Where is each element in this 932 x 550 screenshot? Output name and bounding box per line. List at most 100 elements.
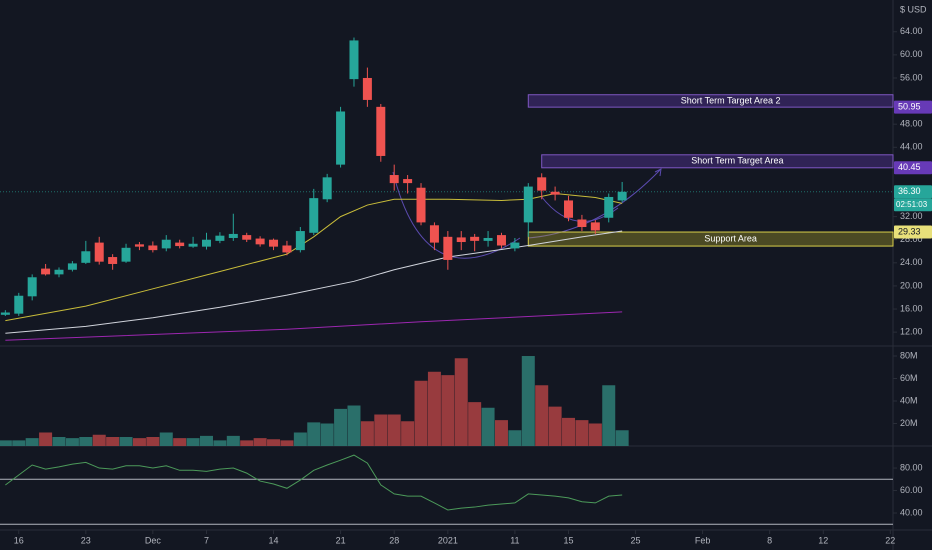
- volume-bar: [602, 385, 616, 446]
- candle-body: [523, 186, 533, 223]
- candle-body: [604, 196, 614, 218]
- y-tick-label: 60M: [900, 373, 918, 383]
- volume-bar: [387, 414, 401, 446]
- x-tick-label: 11: [510, 535, 519, 545]
- candle-body: [496, 235, 506, 246]
- price-tag: [894, 161, 932, 175]
- volume-bar: [119, 437, 133, 446]
- candle-body: [416, 187, 426, 223]
- candle-body: [617, 191, 627, 201]
- candle-body: [429, 225, 439, 243]
- volume-bar: [293, 432, 307, 446]
- candle-body: [134, 244, 144, 247]
- volume-bar: [374, 414, 388, 446]
- volume-bar: [521, 356, 535, 446]
- price-tag: [894, 225, 932, 239]
- y-tick-label: 40.00: [900, 507, 923, 517]
- volume-bar: [575, 420, 589, 446]
- current-price-label: 36.30: [898, 186, 921, 196]
- volume-bar: [468, 402, 482, 446]
- x-tick-label: Feb: [695, 535, 711, 545]
- box-label: Short Term Target Area: [691, 156, 783, 166]
- price-tag-label: 50.95: [898, 102, 921, 112]
- y-tick-label: 64.00: [900, 26, 923, 36]
- candle-body: [362, 77, 372, 100]
- x-tick-label: 16: [14, 535, 24, 545]
- candle-body: [349, 40, 359, 80]
- price-tag: [894, 185, 932, 199]
- volume-bar: [334, 408, 348, 446]
- target-box: [527, 94, 894, 108]
- volume-bar: [454, 358, 468, 446]
- candle-body: [269, 239, 279, 247]
- volume-bar: [186, 438, 200, 446]
- volume-bar: [39, 432, 53, 446]
- y-tick-label: 20.00: [900, 280, 923, 290]
- candle-body: [148, 245, 158, 251]
- candle-body: [108, 257, 118, 264]
- candle-body: [295, 231, 305, 251]
- price-tag: [894, 100, 932, 114]
- currency-label[interactable]: $ USD: [900, 4, 927, 14]
- x-tick-label: 12: [818, 535, 828, 545]
- candle-body: [161, 239, 171, 249]
- volume-bar: [25, 438, 39, 446]
- candle-body: [376, 106, 386, 156]
- candle-body: [336, 111, 346, 165]
- candle-body: [27, 277, 37, 297]
- y-tick-label: 20M: [900, 418, 918, 428]
- candle-body: [215, 235, 225, 241]
- target-box: [541, 154, 894, 169]
- candle-body: [228, 233, 238, 238]
- y-tick-label: 80M: [900, 350, 918, 360]
- x-tick-label: 2021: [438, 535, 458, 545]
- candle-body: [309, 198, 319, 233]
- volume-bar: [360, 421, 374, 446]
- y-tick-label: 40M: [900, 395, 918, 405]
- volume-bar: [414, 380, 428, 446]
- volume-bar: [588, 423, 602, 446]
- candle-body: [550, 191, 560, 195]
- candle-body: [537, 177, 547, 191]
- x-tick-label: 22: [885, 535, 895, 545]
- box-label: Support Area: [704, 233, 757, 243]
- volume-bar: [52, 437, 66, 446]
- price-tag-label: 29.33: [898, 226, 921, 236]
- x-tick-label: Dec: [145, 535, 162, 545]
- candle-body: [41, 268, 51, 275]
- candle-body: [188, 243, 198, 247]
- volume-bar: [226, 435, 240, 446]
- volume-bar: [320, 423, 334, 446]
- candle-body: [54, 269, 64, 275]
- candle-body: [510, 242, 520, 249]
- y-tick-label: 24.00: [900, 257, 923, 267]
- volume-bar: [347, 405, 361, 446]
- volume-bar: [481, 407, 495, 446]
- candle-body: [443, 236, 453, 260]
- volume-bar: [65, 438, 79, 446]
- volume-bar: [213, 440, 227, 446]
- volume-bar: [12, 440, 26, 446]
- volume-bar: [280, 440, 294, 446]
- oscillator-line: [5, 454, 623, 511]
- candle-body: [389, 175, 399, 184]
- y-tick-label: 60.00: [900, 485, 923, 495]
- x-tick-label: 8: [767, 535, 772, 545]
- arrow-head: [654, 168, 662, 177]
- candle-body: [67, 263, 77, 270]
- volume-bar: [240, 440, 254, 446]
- candle-body: [201, 239, 211, 247]
- volume-bar: [267, 439, 281, 446]
- volume-bar: [494, 420, 508, 446]
- candle-body: [590, 222, 600, 231]
- y-tick-label: 12.00: [900, 327, 923, 337]
- price-tag-label: 40.45: [898, 162, 921, 172]
- candle-body: [14, 295, 24, 314]
- moving-average: [5, 193, 623, 322]
- candle-body: [255, 238, 265, 245]
- price-tag: [894, 198, 932, 212]
- volume-bar: [427, 371, 441, 446]
- volume-bar: [548, 406, 562, 446]
- x-tick-label: 25: [631, 535, 641, 545]
